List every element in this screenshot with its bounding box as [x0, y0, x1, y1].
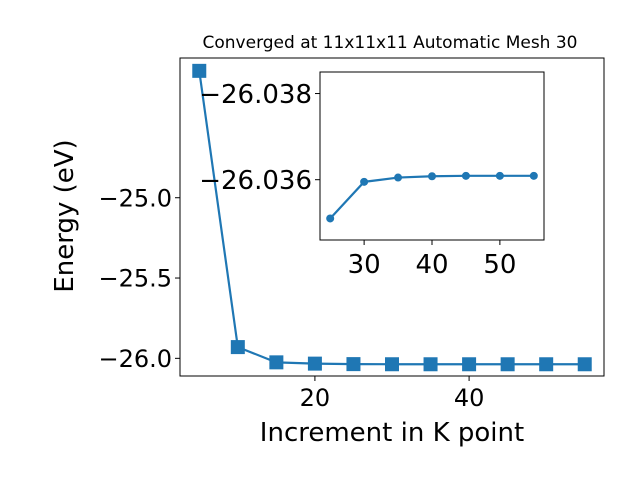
inset-background — [320, 72, 544, 240]
main-data-point — [307, 356, 322, 371]
main-data-point — [269, 355, 284, 370]
main-y-tick-label: −25.0 — [98, 184, 172, 212]
inset-x-tick-label: 40 — [415, 250, 448, 280]
inset-data-point — [529, 171, 538, 180]
main-y-tick-label: −26.0 — [98, 345, 172, 373]
inset-x-tick-label: 30 — [348, 250, 381, 280]
inset-data-point — [495, 171, 504, 180]
inset-y-tick-label: −26.036 — [199, 166, 312, 196]
main-y-ticks: −25.0 −25.5 −26.0 — [98, 184, 180, 373]
main-data-point — [462, 357, 477, 372]
inset-data-point — [326, 214, 335, 223]
main-axes: Converged at 11x11x11 Automatic Mesh 30 … — [50, 33, 605, 448]
inset-data-point — [360, 177, 369, 186]
main-data-point — [385, 357, 399, 372]
main-series — [192, 63, 592, 372]
main-x-ticks: 20 40 — [300, 376, 485, 412]
main-data-point — [230, 340, 245, 355]
inset-series — [326, 171, 538, 223]
main-data-point — [500, 357, 515, 372]
main-plot-frame — [179, 57, 605, 377]
inset-y-tick-label: −26.038 — [199, 80, 312, 110]
main-x-tick-label: 20 — [300, 384, 331, 412]
main-data-point — [346, 357, 361, 372]
inset-x-tick-label: 50 — [483, 250, 516, 280]
inset-axes: 30 40 50 −26.038 −26.036 — [199, 71, 545, 280]
main-data-point — [577, 357, 592, 372]
inset-x-ticks: 30 40 50 — [348, 240, 516, 280]
main-x-tick-label: 40 — [454, 384, 485, 412]
chart-title: Converged at 11x11x11 Automatic Mesh 30 — [203, 33, 578, 53]
inset-data-point — [428, 172, 436, 181]
inset-data-point — [394, 173, 403, 182]
main-y-tick-label: −25.5 — [98, 265, 172, 293]
main-data-point — [539, 357, 554, 372]
y-axis-label: Energy (eV) — [50, 139, 80, 292]
x-axis-label: Increment in K point — [260, 418, 524, 448]
inset-y-ticks: −26.038 −26.036 — [199, 80, 320, 196]
main-data-point — [192, 63, 207, 78]
main-data-point — [423, 357, 438, 372]
inset-data-point — [461, 171, 470, 180]
